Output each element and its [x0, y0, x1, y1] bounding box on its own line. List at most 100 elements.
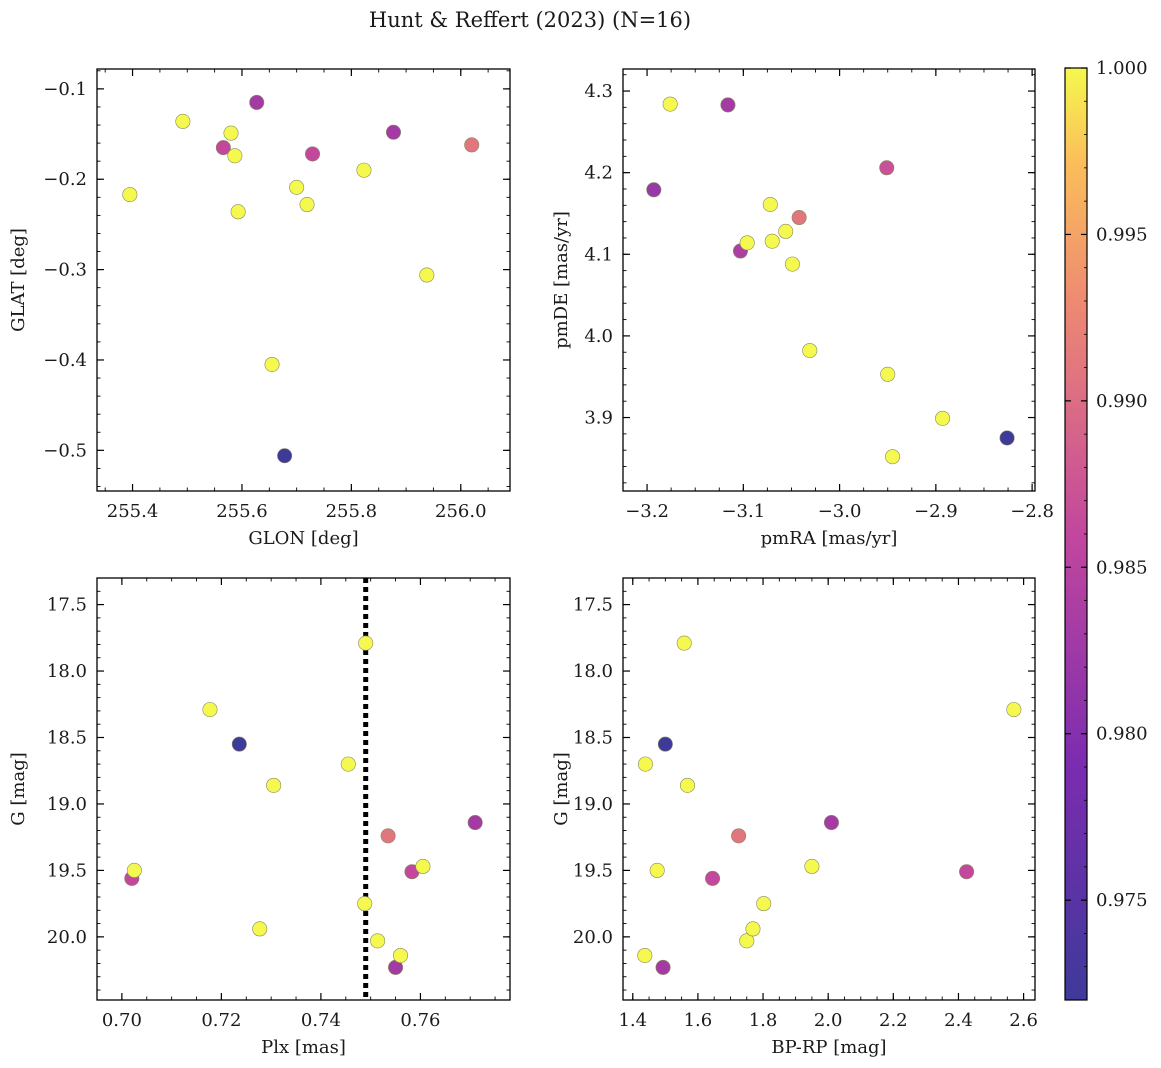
data-point — [676, 635, 692, 651]
y-tick-label: 18.5 — [573, 727, 613, 748]
y-tick-label: 4.2 — [584, 163, 613, 184]
x-tick-label: 2.4 — [944, 1010, 973, 1031]
data-point — [299, 197, 315, 213]
x-tick-label: 1.6 — [684, 1010, 713, 1031]
x-tick-label: 2.2 — [879, 1010, 908, 1031]
x-tick-label: 0.70 — [102, 1010, 142, 1031]
data-point — [879, 160, 895, 176]
x-tick-label: 0.74 — [301, 1010, 341, 1031]
panel-plx-g: 0.70 0.72 0.74 0.76 17.5 18.0 18.5 19.0 19.5 20.0… — [8, 577, 511, 1058]
x-tick-label: 255.4 — [107, 501, 159, 522]
data-point — [739, 933, 755, 949]
data-point — [885, 449, 901, 465]
data-point — [252, 921, 268, 937]
colorbar-tick-label: 0.980 — [1096, 724, 1148, 745]
data-point — [223, 125, 239, 141]
data-point — [756, 896, 772, 912]
data-point — [804, 858, 820, 874]
data-point — [464, 137, 480, 153]
data-point — [745, 921, 761, 937]
data-point — [720, 97, 736, 113]
y-axis-label: GLAT [deg] — [8, 228, 29, 332]
data-point — [637, 756, 653, 772]
colorbar-gradient — [1064, 67, 1088, 1001]
data-point — [340, 756, 356, 772]
data-point — [122, 187, 138, 203]
data-point — [999, 430, 1015, 446]
data-point — [385, 124, 401, 140]
y-tick-label: 4.3 — [584, 81, 613, 102]
colorbar-tick-label: 0.975 — [1096, 890, 1148, 911]
y-tick-label: 20.0 — [47, 927, 87, 948]
data-point — [415, 858, 431, 874]
x-axis-label: GLON [deg] — [248, 528, 358, 549]
x-tick-label: 1.8 — [749, 1010, 778, 1031]
data-point — [802, 343, 818, 359]
y-tick-label: −0.2 — [43, 169, 87, 190]
y-tick-label: 19.0 — [573, 794, 613, 815]
data-point — [305, 146, 321, 162]
axes-frame — [96, 577, 511, 1001]
y-axis-label: G [mag] — [8, 752, 29, 825]
x-tick-label: 1.4 — [618, 1010, 647, 1031]
data-point — [126, 862, 142, 878]
x-tick-label: 256.0 — [435, 501, 487, 522]
axes-frame — [622, 68, 1036, 492]
x-tick-label: −3.1 — [721, 501, 765, 522]
x-tick-label: 2.0 — [814, 1010, 843, 1031]
data-point — [202, 702, 218, 718]
x-tick-label: 255.6 — [216, 501, 268, 522]
x-tick-label: 0.72 — [201, 1010, 241, 1031]
data-point — [959, 864, 975, 880]
y-tick-label: 17.5 — [573, 595, 613, 616]
y-tick-label: 3.9 — [584, 408, 613, 429]
colorbar-tick-label: 1.000 — [1096, 58, 1148, 79]
data-point — [935, 410, 951, 426]
colorbar-tick-label: 0.995 — [1096, 224, 1148, 245]
y-tick-label: −0.1 — [43, 79, 87, 100]
panel-bprp-g: 1.4 1.6 1.8 2.0 2.2 2.4 2.6 17.5 18.0 18.5 19.0 19.… — [551, 577, 1038, 1058]
data-point — [705, 870, 721, 886]
data-point — [662, 96, 678, 112]
y-tick-label: 19.5 — [47, 860, 87, 881]
data-point — [380, 828, 396, 844]
data-point — [657, 736, 673, 752]
data-point — [679, 777, 695, 793]
data-point — [215, 140, 231, 156]
colorbar-tick-label: 0.990 — [1096, 391, 1148, 412]
data-point — [1006, 702, 1022, 718]
data-point — [764, 233, 780, 249]
data-point — [655, 959, 671, 975]
data-point — [264, 356, 280, 372]
x-tick-label: −3.0 — [818, 501, 862, 522]
data-point — [784, 256, 800, 272]
axes-frame — [622, 577, 1036, 1001]
data-point — [739, 235, 755, 251]
y-tick-label: −0.3 — [43, 260, 87, 281]
y-tick-label: 18.5 — [47, 727, 87, 748]
x-tick-label: 255.8 — [326, 501, 378, 522]
colorbar-tick-label: 0.985 — [1096, 557, 1148, 578]
y-tick-label: 18.0 — [573, 661, 613, 682]
data-point — [762, 196, 778, 212]
y-tick-label: 17.5 — [47, 595, 87, 616]
y-tick-label: 20.0 — [573, 927, 613, 948]
y-tick-label: 18.0 — [47, 661, 87, 682]
data-point — [357, 896, 373, 912]
y-tick-label: 4.0 — [584, 326, 613, 347]
y-tick-label: 4.1 — [584, 244, 613, 265]
data-point — [249, 94, 265, 110]
data-point — [175, 113, 191, 129]
data-point — [467, 815, 483, 831]
data-point — [649, 862, 665, 878]
figure-title: Hunt & Reffert (2023) (N=16) — [369, 8, 691, 32]
data-point — [227, 148, 243, 164]
x-axis-label: Plx [mas] — [261, 1037, 346, 1058]
data-point — [637, 947, 653, 963]
x-tick-label: −2.8 — [1010, 501, 1054, 522]
x-tick-label: 0.76 — [400, 1010, 440, 1031]
x-tick-label: −2.9 — [914, 501, 958, 522]
axes-frame — [96, 68, 511, 492]
x-axis-label: pmRA [mas/yr] — [761, 528, 898, 549]
